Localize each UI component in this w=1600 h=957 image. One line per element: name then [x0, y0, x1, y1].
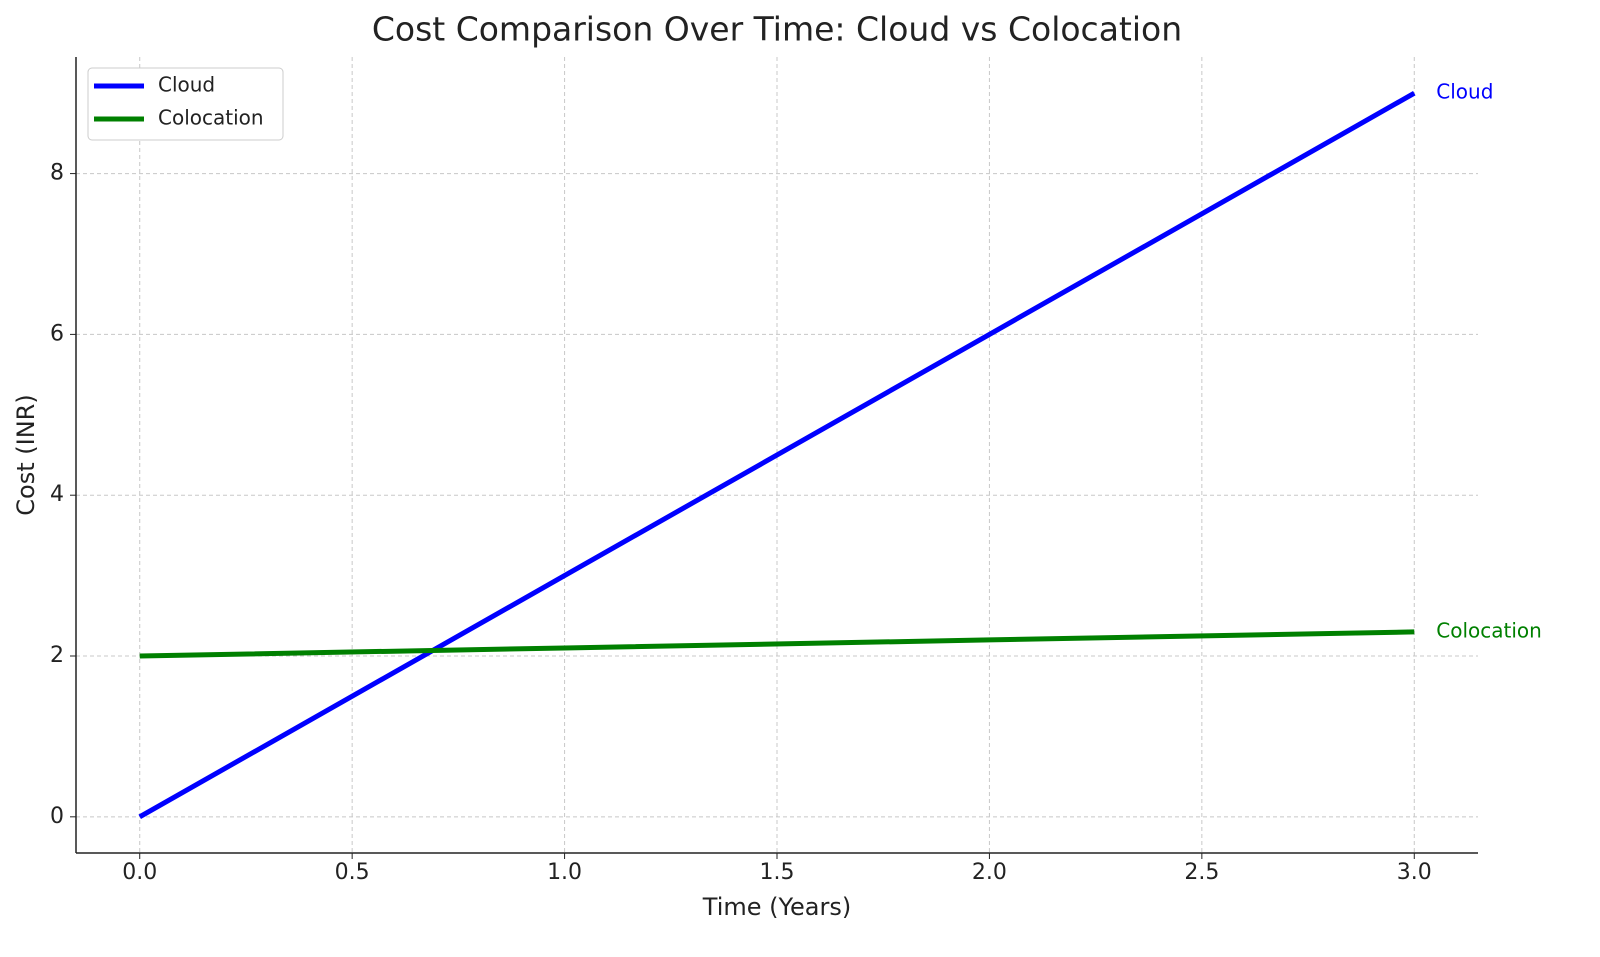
- legend-label: Cloud: [158, 73, 215, 97]
- x-tick-label: 1.0: [547, 860, 582, 885]
- y-tick-label: 0: [50, 804, 64, 829]
- line-series: [138, 91, 1416, 819]
- end-label: Colocation: [1436, 618, 1542, 642]
- x-tick-label: 2.0: [972, 860, 1007, 885]
- x-tick-label: 3.0: [1397, 860, 1432, 885]
- line-series: [139, 629, 1415, 659]
- x-tick-label: 1.5: [760, 860, 795, 885]
- chart-title: Cost Comparison Over Time: Cloud vs Colo…: [372, 10, 1182, 49]
- legend-label: Colocation: [158, 106, 264, 130]
- x-axis-label: Time (Years): [702, 893, 851, 921]
- y-axis-label: Cost (INR): [12, 394, 40, 515]
- y-tick-label: 8: [50, 161, 64, 186]
- y-tick-label: 4: [50, 482, 64, 507]
- y-tick-label: 2: [50, 643, 64, 668]
- x-tick-label: 0.0: [122, 860, 157, 885]
- x-tick-label: 0.5: [335, 860, 370, 885]
- y-tick-label: 6: [50, 321, 64, 346]
- x-tick-label: 2.5: [1184, 860, 1219, 885]
- end-label: Cloud: [1436, 80, 1493, 104]
